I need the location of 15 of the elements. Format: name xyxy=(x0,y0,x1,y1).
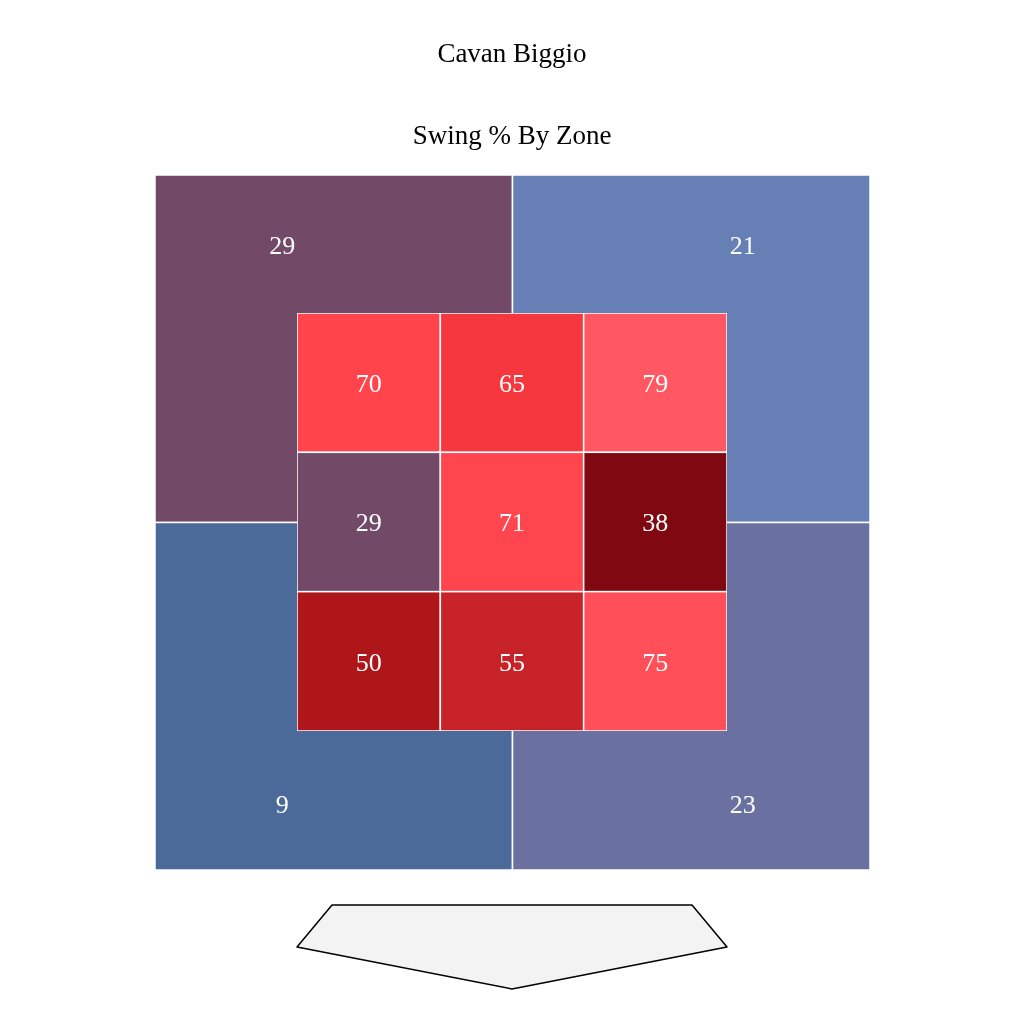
data-label: 38 xyxy=(642,508,669,538)
data-label: 23 xyxy=(729,790,756,820)
chart-subtitle: Swing % By Zone xyxy=(411,119,613,151)
data-label: 70 xyxy=(355,368,382,398)
data-label: 75 xyxy=(642,647,669,677)
data-label: 55 xyxy=(499,647,525,677)
data-label: 9 xyxy=(275,790,289,820)
data-label: 50 xyxy=(355,647,382,677)
data-label: 29 xyxy=(269,230,296,260)
data-label: 21 xyxy=(729,230,756,260)
data-label: 65 xyxy=(499,368,525,398)
data-label: 29 xyxy=(355,508,382,538)
chart-title: Cavan Biggio xyxy=(436,37,588,69)
data-label: 79 xyxy=(642,368,669,398)
data-label: 71 xyxy=(499,508,525,538)
